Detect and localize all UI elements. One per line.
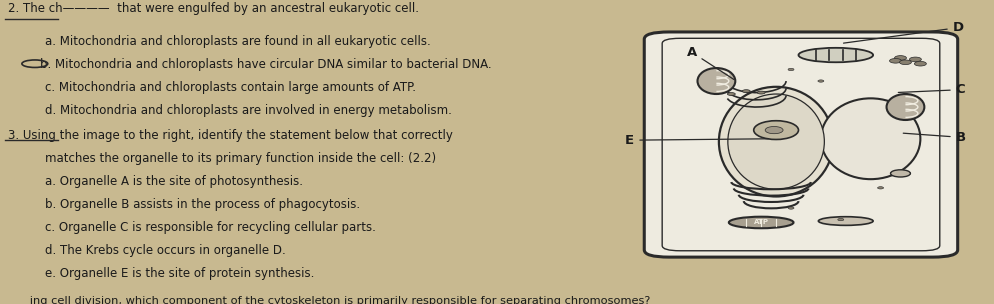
Ellipse shape (909, 57, 920, 62)
Text: b. Organelle B assists in the process of phagocytosis.: b. Organelle B assists in the process of… (45, 198, 360, 211)
Ellipse shape (787, 207, 793, 209)
Ellipse shape (913, 61, 925, 66)
Ellipse shape (894, 56, 906, 60)
Text: ing cell division, which component of the cytoskeleton is primarily responsible : ing cell division, which component of th… (8, 296, 650, 304)
Ellipse shape (877, 187, 883, 189)
Text: matches the organelle to its primary function inside the cell: (2.2): matches the organelle to its primary fun… (45, 152, 435, 165)
Text: a. Mitochondria and chloroplasts are found in all eukaryotic cells.: a. Mitochondria and chloroplasts are fou… (45, 35, 430, 48)
Text: 2. The ch————  that were engulfed by an ancestral eukaryotic cell.: 2. The ch———— that were engulfed by an a… (8, 2, 418, 15)
Ellipse shape (764, 126, 782, 134)
Ellipse shape (697, 68, 735, 94)
Ellipse shape (820, 98, 919, 179)
Text: d. Mitochondria and chloroplasts are involved in energy metabolism.: d. Mitochondria and chloroplasts are inv… (45, 104, 451, 117)
Ellipse shape (728, 94, 823, 189)
Ellipse shape (727, 93, 735, 95)
Text: 3. Using the image to the right, identify the statement below that correctly: 3. Using the image to the right, identif… (8, 129, 452, 142)
Text: a. Organelle A is the site of photosynthesis.: a. Organelle A is the site of photosynth… (45, 175, 302, 188)
Text: D: D (843, 21, 963, 43)
Ellipse shape (817, 80, 823, 82)
Ellipse shape (787, 68, 793, 71)
Ellipse shape (890, 170, 910, 177)
Ellipse shape (889, 58, 901, 63)
Ellipse shape (742, 90, 749, 93)
Ellipse shape (797, 48, 873, 62)
Text: A: A (686, 46, 734, 80)
Ellipse shape (718, 87, 833, 196)
Text: ATP: ATP (752, 219, 768, 226)
Ellipse shape (728, 217, 793, 228)
Ellipse shape (756, 91, 764, 94)
Text: d. The Krebs cycle occurs in organelle D.: d. The Krebs cycle occurs in organelle D… (45, 244, 285, 257)
FancyBboxPatch shape (644, 32, 956, 257)
Text: E: E (624, 134, 767, 147)
Ellipse shape (753, 121, 797, 140)
Ellipse shape (837, 219, 843, 221)
Text: c. Organelle C is responsible for recycling cellular parts.: c. Organelle C is responsible for recycl… (45, 221, 376, 234)
Ellipse shape (899, 60, 911, 64)
Ellipse shape (818, 217, 873, 225)
Text: e. Organelle E is the site of protein synthesis.: e. Organelle E is the site of protein sy… (45, 267, 314, 280)
FancyBboxPatch shape (654, 33, 946, 256)
Ellipse shape (886, 94, 923, 120)
Text: C: C (898, 83, 964, 96)
Text: c. Mitochondria and chloroplasts contain large amounts of ATP.: c. Mitochondria and chloroplasts contain… (45, 81, 415, 94)
Text: b. Mitochondria and chloroplasts have circular DNA similar to bacterial DNA.: b. Mitochondria and chloroplasts have ci… (40, 58, 491, 71)
Text: B: B (903, 131, 965, 144)
